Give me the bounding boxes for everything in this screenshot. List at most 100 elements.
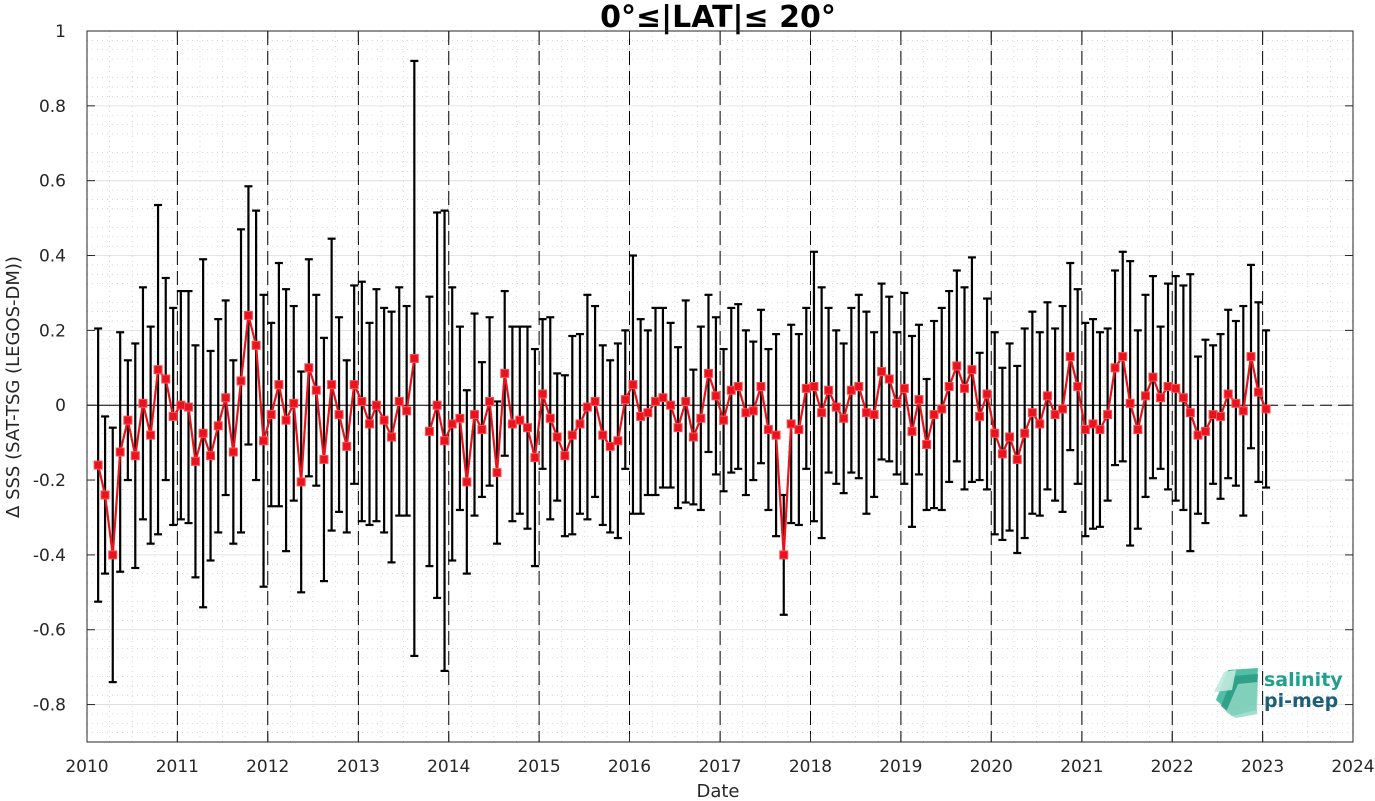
data-point [470, 410, 480, 420]
x-tick-label: 2011 [156, 757, 199, 777]
data-point [892, 398, 902, 408]
data-point [455, 413, 465, 423]
data-point [560, 451, 570, 461]
x-tick-label: 2024 [1331, 757, 1374, 777]
data-point [598, 430, 608, 440]
data-point [1073, 382, 1083, 391]
data-point [440, 436, 450, 446]
data-point [153, 365, 163, 375]
y-tick-label: 0 [55, 396, 66, 416]
data-point [997, 449, 1007, 459]
data-point [138, 398, 148, 408]
data-point [944, 382, 954, 391]
x-tick-label: 2019 [879, 757, 922, 777]
data-point [221, 393, 231, 403]
data-point [575, 419, 585, 429]
data-point [771, 430, 781, 440]
logo-wave-icon [1214, 668, 1258, 718]
x-tick-label: 2012 [246, 757, 289, 777]
y-tick-label: 0.8 [39, 97, 66, 117]
data-point [1110, 363, 1120, 373]
data-point [650, 396, 660, 406]
data-point [590, 396, 600, 406]
data-point [854, 382, 864, 391]
data-point [1058, 404, 1068, 414]
y-tick-label: -0.8 [33, 696, 66, 716]
data-point [349, 380, 359, 390]
data-point [975, 411, 985, 421]
data-point [522, 423, 532, 433]
data-point [673, 423, 683, 433]
data-point [967, 365, 977, 375]
data-point [1005, 432, 1015, 442]
data-point [809, 382, 819, 391]
data-point [929, 410, 939, 420]
data-point [869, 410, 879, 420]
series-line [428, 353, 1268, 555]
data-point [763, 425, 773, 435]
y-tick-label: 0.2 [39, 321, 66, 341]
y-tick-label: 0.6 [39, 172, 66, 192]
data-point [861, 408, 871, 418]
year-boundary-lines [87, 31, 1353, 742]
data-point [485, 396, 495, 406]
data-point [756, 382, 766, 391]
data-point [1118, 352, 1128, 362]
data-point [1238, 406, 1248, 416]
data-point [831, 402, 841, 412]
data-point [1193, 430, 1203, 440]
x-axis-label: Date [696, 781, 739, 801]
data-point [1246, 352, 1256, 362]
data-point [296, 477, 306, 487]
data-point [228, 447, 238, 457]
data-point [1020, 428, 1030, 438]
data-point [982, 389, 992, 399]
data-point [1208, 410, 1218, 420]
salinity-pi-mep-logo: salinity pi-mep [1214, 668, 1343, 718]
data-point [703, 368, 713, 378]
x-tick-label: 2015 [517, 757, 560, 777]
data-point [937, 404, 947, 414]
chart-title: 0°≤|LAT|≤ 20° [600, 0, 836, 35]
data-point [130, 451, 140, 461]
data-point [530, 453, 540, 463]
data-point [213, 421, 223, 431]
data-point [1050, 410, 1060, 420]
data-point [115, 447, 125, 457]
data-point [146, 430, 156, 440]
data-point [492, 468, 502, 478]
data-point [839, 413, 849, 423]
data-point [507, 419, 517, 429]
data-point [990, 428, 1000, 438]
data-point [93, 460, 103, 470]
data-point [236, 376, 246, 386]
data-point [1012, 454, 1022, 464]
data-point [952, 361, 962, 371]
data-point [605, 441, 615, 451]
data-point [1095, 425, 1105, 435]
data-point [387, 432, 397, 442]
data-point [304, 363, 314, 373]
data-point [334, 410, 344, 420]
data-point [274, 380, 284, 390]
data-point [582, 402, 592, 412]
data-point [1148, 372, 1158, 382]
data-point [620, 395, 630, 405]
data-point [1216, 411, 1226, 421]
data-point [251, 340, 261, 350]
data-point [402, 406, 412, 416]
data-point [176, 400, 186, 410]
data-point [1103, 410, 1113, 420]
data-point [1141, 391, 1151, 401]
data-point [1088, 419, 1098, 429]
data-point [281, 415, 291, 425]
data-point [394, 396, 404, 406]
data-point [658, 393, 668, 403]
data-point [259, 436, 269, 446]
data-point [1261, 404, 1271, 414]
minor-grid [87, 31, 1353, 742]
data-point [379, 415, 389, 425]
x-tick-label: 2017 [698, 757, 741, 777]
data-point [817, 408, 827, 418]
